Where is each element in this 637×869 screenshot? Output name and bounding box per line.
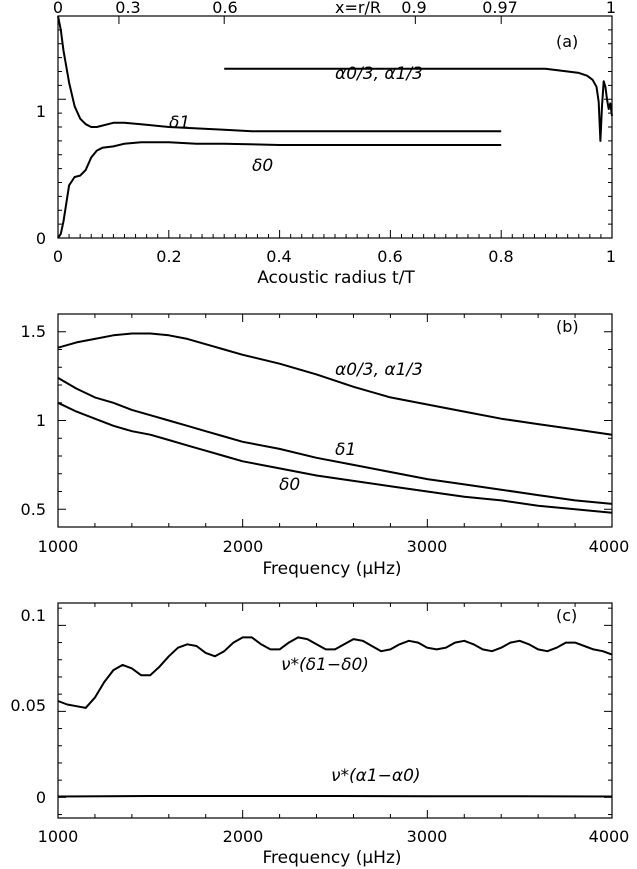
c-y-tick-label-2: 0.1 — [21, 606, 46, 625]
a-top-tick-label-2: 0.6 — [212, 0, 237, 17]
a-x-tick-label-4: 0.8 — [488, 247, 513, 266]
a-top-tick-label-5: 1 — [606, 0, 616, 17]
a-x-axis-title: Acoustic radius t/T — [257, 268, 415, 288]
b-x-tick-label-1: 2000 — [223, 537, 264, 556]
b-series-0-line — [57, 332, 613, 436]
c-series-0-line — [57, 636, 613, 709]
panel-a-frame — [57, 15, 613, 239]
a-x-tick-label-5: 1 — [606, 247, 616, 266]
a-top-tick-label-0: 0 — [53, 0, 63, 17]
c-y-tick-label-0: 0 — [36, 788, 46, 807]
c-y-tick-label-1: 0.05 — [10, 696, 46, 715]
a-label-alpha: α0/3, α1/3 — [335, 64, 423, 84]
b-x-tick-label-2: 3000 — [407, 537, 448, 556]
c-x-tick-label-3: 4000 — [589, 827, 630, 846]
panel-c-curves — [57, 636, 613, 798]
c-label-dnu: ν*(δ1−δ0) — [281, 655, 369, 675]
b-x-tick-label-0: 1000 — [38, 537, 79, 556]
a-top-axis-title: x=r/R — [335, 0, 381, 17]
a-top-tick-label-4: 0.97 — [482, 0, 518, 17]
panel-c-frame — [57, 602, 613, 819]
a-y-tick-labels: 0 1 — [36, 102, 46, 248]
b-series-1-line — [57, 377, 613, 505]
a-top-tick-labels: 0 0.3 0.6 0.9 0.97 1 — [53, 0, 616, 17]
c-x-tick-label-1: 2000 — [223, 827, 264, 846]
a-top-tick-label-3: 0.9 — [401, 0, 426, 17]
c-panel-tag: (c) — [556, 606, 577, 625]
panel-a-ticks — [57, 15, 613, 239]
a-x-tick-label-3: 0.6 — [377, 247, 402, 266]
panel-b: 1000 2000 3000 4000 0.5 1 1.5 Frequency … — [21, 313, 630, 579]
a-panel-tag: (a) — [556, 32, 578, 51]
c-x-axis-title: Frequency (μHz) — [262, 848, 401, 868]
b-x-tick-label-3: 4000 — [589, 537, 630, 556]
c-x-tick-label-0: 1000 — [38, 827, 79, 846]
panel-b-frame — [57, 313, 613, 528]
a-y-tick-label-1: 1 — [36, 102, 46, 121]
c-series-1-line — [57, 795, 613, 798]
c-y-tick-labels: 0 0.05 0.1 — [10, 606, 46, 807]
a-x-tick-label-1: 0.2 — [156, 247, 181, 266]
b-y-tick-label-2: 1.5 — [21, 322, 46, 341]
a-x-tick-labels: 0 0.2 0.4 0.6 0.8 1 — [53, 247, 616, 266]
b-label-alpha: α0/3, α1/3 — [335, 360, 423, 380]
b-label-delta1: δ1 — [335, 440, 356, 460]
a-series-2-line — [57, 141, 502, 239]
b-y-tick-labels: 0.5 1 1.5 — [21, 322, 46, 519]
b-label-delta0: δ0 — [279, 475, 300, 495]
b-panel-tag: (b) — [556, 317, 579, 336]
a-series-1-line — [57, 15, 502, 133]
c-x-tick-label-2: 3000 — [407, 827, 448, 846]
b-y-tick-label-1: 1 — [36, 411, 46, 430]
b-series-2-line — [57, 401, 613, 514]
a-label-delta1: δ1 — [169, 113, 190, 133]
panel-b-curves — [57, 332, 613, 514]
c-x-tick-labels: 1000 2000 3000 4000 — [38, 827, 630, 846]
panel-a-curves — [57, 15, 613, 239]
a-x-tick-label-0: 0 — [53, 247, 63, 266]
a-series-0-line — [224, 67, 613, 142]
panel-b-ticks — [57, 313, 613, 528]
b-y-tick-label-0: 0.5 — [21, 500, 46, 519]
b-x-axis-title: Frequency (μHz) — [262, 559, 401, 579]
a-x-tick-label-2: 0.4 — [266, 247, 291, 266]
b-x-tick-labels: 1000 2000 3000 4000 — [38, 537, 630, 556]
c-label-alpha-diff: ν*(α1−α0) — [331, 766, 421, 786]
a-y-tick-label-0: 0 — [36, 229, 46, 248]
a-label-delta0: δ0 — [252, 156, 273, 176]
panel-a: x=r/R 0 0.3 0.6 0.9 0.97 1 0 0.2 0.4 0.6… — [36, 0, 616, 288]
a-top-tick-label-1: 0.3 — [115, 0, 140, 17]
panel-c: 1000 2000 3000 4000 0 0.05 0.1 Frequency… — [10, 602, 630, 868]
